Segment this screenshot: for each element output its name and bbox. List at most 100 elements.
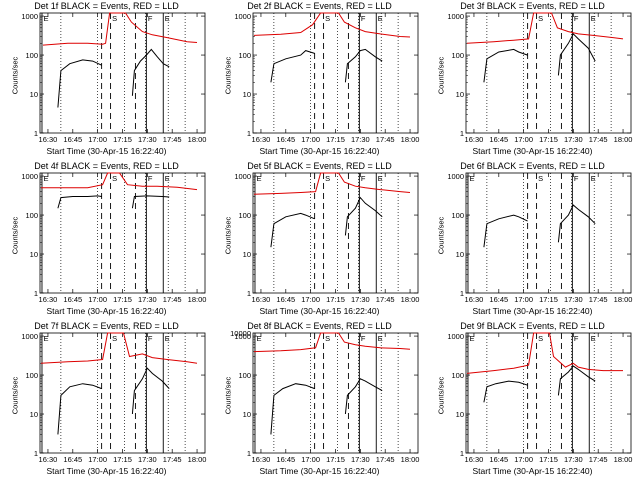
x-tick-label: 16:30 (39, 135, 58, 144)
events-series-line (344, 378, 383, 415)
event-marker-label: E (256, 334, 261, 343)
x-tick-label: 17:30 (564, 135, 583, 144)
x-tick-label: 16:30 (252, 295, 271, 304)
chart-title: Det 8f BLACK = Events, RED = LLD (247, 321, 392, 331)
x-tick-label: 18:00 (188, 135, 207, 144)
x-tick-label: 16:30 (39, 295, 58, 304)
x-tick-label: 18:00 (401, 295, 420, 304)
event-marker-label: S (112, 334, 117, 343)
x-tick-label: 16:30 (465, 455, 484, 464)
x-tick-label: 17:45 (163, 135, 182, 144)
chart-svg: 1 10 100 1000 16:30 16:45 17:00 17:15 17:30 17:45… (234, 12, 419, 144)
x-axis-label: Start Time (30-Apr-15 16:22:40) (472, 146, 593, 156)
plot-frame (465, 12, 632, 134)
event-marker-label: F (361, 334, 366, 343)
x-tick-label: 16:45 (489, 135, 508, 144)
chart-svg: 1 10 100 1000 16:30 16:45 17:00 17:15 17:30 17:45… (447, 332, 633, 464)
x-tick-label: 17:15 (113, 135, 132, 144)
x-tick-label: 17:45 (589, 295, 608, 304)
y-tick-label: 100 (238, 51, 251, 60)
lld-series-line (42, 12, 198, 46)
events-series-line (557, 204, 596, 243)
x-tick-label: 17:30 (564, 455, 583, 464)
y-tick-label: 1 (34, 449, 38, 458)
x-tick-label: 16:45 (276, 455, 295, 464)
y-tick-label: 100 (25, 211, 38, 220)
chart-title: Det 9f BLACK = Events, RED = LLD (460, 321, 605, 331)
event-marker-label: F (361, 14, 366, 23)
event-marker-label: E (165, 14, 170, 23)
y-tick-label: 1000 (234, 172, 251, 181)
x-tick-label: 16:30 (252, 455, 271, 464)
chart-svg: 1 10 100 1000 16:30 16:45 17:00 17:15 17:30 17:45… (447, 172, 632, 304)
x-tick-label: 17:00 (88, 295, 107, 304)
x-axis-label: Start Time (30-Apr-15 16:22:40) (259, 146, 380, 156)
y-tick-label: 1000 (21, 172, 38, 181)
y-tick-label: 10 (30, 250, 38, 259)
events-series-line (557, 33, 596, 76)
event-marker-label: E (43, 334, 48, 343)
event-marker-label: E (165, 334, 170, 343)
event-marker-label: E (43, 174, 48, 183)
chart-title: Det 4f BLACK = Events, RED = LLD (34, 161, 179, 171)
chart-title: Det 7f BLACK = Events, RED = LLD (34, 321, 179, 331)
y-tick-label: 100 (25, 51, 38, 60)
x-tick-label: 17:45 (376, 135, 395, 144)
event-marker-label: S (325, 334, 330, 343)
x-tick-label: 18:00 (614, 455, 633, 464)
plot-frame (465, 172, 632, 294)
event-marker-label: S (325, 14, 330, 23)
y-tick-label: 10 (243, 90, 251, 99)
x-tick-label: 16:45 (63, 135, 82, 144)
y-tick-label: 100 (238, 211, 251, 220)
events-series-line (344, 196, 383, 236)
y-tick-label: 1 (460, 129, 464, 138)
detector-panel: 1 10 100 1000 16:30 16:45 17:00 17:15 17:30 17:45… (426, 160, 639, 320)
y-tick-label: 10 (30, 90, 38, 99)
x-tick-label: 17:00 (88, 135, 107, 144)
lld-series-line (466, 332, 623, 374)
events-series-line (483, 214, 528, 248)
x-tick-label: 17:15 (113, 455, 132, 464)
events-series-line (131, 48, 170, 96)
events-series-line (483, 48, 528, 83)
x-tick-label: 17:00 (301, 135, 320, 144)
x-tick-label: 17:45 (376, 455, 395, 464)
event-marker-label: F (574, 334, 579, 343)
y-tick-label: 1000 (447, 12, 464, 21)
chart-svg: 1 10 100 1000 16:30 16:45 17:00 17:15 17:30 17:45… (234, 172, 420, 304)
event-marker-label: S (112, 174, 117, 183)
plot-frame (39, 12, 206, 134)
chart-svg: 1 10 100 1000 16:30 16:45 17:00 17:15 17:30 17:45… (21, 332, 206, 464)
event-marker-label: S (112, 14, 117, 23)
detector-panel: 1 10 100 1000 16:30 16:45 17:00 17:15 17:30 17:45… (213, 160, 426, 320)
lld-series-line (253, 172, 411, 195)
detector-panel: 1 10 100 1000 10000 16:30 16:45 17:00 17:15 17:30… (213, 320, 426, 480)
x-tick-label: 17:15 (539, 455, 558, 464)
event-marker-label: F (574, 174, 579, 183)
y-tick-label: 100 (238, 371, 251, 380)
x-tick-label: 16:30 (465, 295, 484, 304)
x-tick-label: 17:45 (589, 135, 608, 144)
event-marker-label: E (591, 14, 596, 23)
y-tick-label: 10 (456, 90, 464, 99)
event-marker-label: E (165, 174, 170, 183)
y-tick-label: 1 (34, 289, 38, 298)
event-marker-label: S (538, 334, 543, 343)
y-tick-label: 10000 (230, 329, 251, 338)
y-tick-label: 100 (451, 371, 464, 380)
events-series-line (483, 380, 528, 403)
events-series-line (131, 195, 170, 209)
plot-frame (39, 332, 206, 454)
x-tick-label: 17:45 (589, 455, 608, 464)
x-tick-label: 17:45 (376, 295, 395, 304)
x-tick-label: 16:30 (39, 455, 58, 464)
y-tick-label: 10 (243, 410, 251, 419)
x-tick-label: 17:15 (539, 135, 558, 144)
chart-title: Det 5f BLACK = Events, RED = LLD (247, 161, 392, 171)
chart-title: Det 6f BLACK = Events, RED = LLD (460, 161, 605, 171)
x-tick-label: 17:15 (326, 135, 345, 144)
detector-panel: 1 10 100 1000 16:30 16:45 17:00 17:15 17:30 17:45… (0, 0, 213, 160)
event-marker-label: S (538, 174, 543, 183)
event-marker-label: E (256, 174, 261, 183)
